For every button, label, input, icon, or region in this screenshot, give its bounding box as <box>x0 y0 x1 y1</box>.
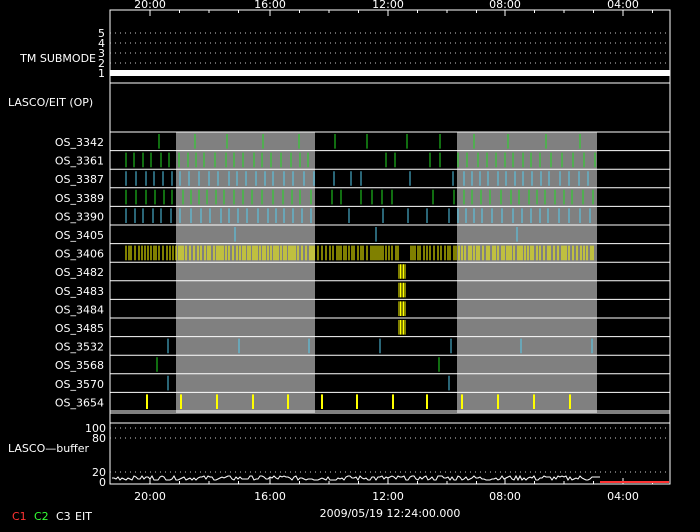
plot-frame <box>109 9 671 485</box>
shaded-interval-1 <box>457 132 597 413</box>
row-label-OS_3484: OS_3484 <box>55 303 104 316</box>
top-time-axis: 20:00 16:00 12:00 08:00 04:00 <box>134 0 653 16</box>
row-label-OS_3389: OS_3389 <box>55 192 104 205</box>
legend-eit: EIT <box>75 510 92 523</box>
bottom-tick-label-4: 04:00 <box>607 490 639 503</box>
shaded-intervals <box>176 132 597 413</box>
top-tick-label-1: 16:00 <box>254 0 286 11</box>
tm-submode-label: TM SUBMODE <box>19 52 96 65</box>
top-tick-label-2: 12:00 <box>372 0 404 11</box>
row-label-OS_3406: OS_3406 <box>55 248 104 261</box>
row-label-OS_3387: OS_3387 <box>55 173 104 186</box>
row-label-OS_3361: OS_3361 <box>55 155 104 168</box>
bottom-tick-label-2: 12:00 <box>372 490 404 503</box>
row-label-OS_3390: OS_3390 <box>55 210 104 223</box>
buffer-tick-label-80: 80 <box>92 432 106 445</box>
legend-c1: C1 <box>12 510 27 523</box>
buffer-tick-label-20: 20 <box>92 466 106 479</box>
lasco-section-label: LASCO/EIT (OP) <box>8 96 93 109</box>
row-label-OS_3485: OS_3485 <box>55 322 104 335</box>
row-label-OS_3570: OS_3570 <box>55 378 104 391</box>
submode-level-1: 1 <box>98 67 105 80</box>
buffer-tick-label-0: 0 <box>99 476 106 489</box>
instrument-rows: OS_3342 OS_3361 OS_3387 OS_3389 OS_3390 OS_34… <box>55 134 670 412</box>
row-label-OS_3568: OS_3568 <box>55 359 104 372</box>
submode-level-4: 4 <box>98 37 105 50</box>
row-label-OS_3342: OS_3342 <box>55 136 104 149</box>
submode-level-2: 2 <box>98 57 105 70</box>
buffer-tick-label-100: 100 <box>85 422 106 435</box>
top-tick-label-0: 20:00 <box>134 0 166 11</box>
top-tick-label-4: 04:00 <box>607 0 639 11</box>
buffer-trace <box>112 474 600 482</box>
bottom-tick-label-3: 08:00 <box>489 490 521 503</box>
lasco-buffer-label: LASCO—buffer <box>8 442 90 455</box>
row-label-OS_3532: OS_3532 <box>55 341 104 354</box>
submode-level-5: 5 <box>98 27 105 40</box>
timestamp-label: 2009/05/19 12:24:00.000 <box>320 507 461 520</box>
top-tick-label-3: 08:00 <box>489 0 521 11</box>
legend-c2: C2 <box>34 510 49 523</box>
row-label-OS_3483: OS_3483 <box>55 285 104 298</box>
bottom-tick-label-1: 16:00 <box>254 490 286 503</box>
plot-border <box>109 9 671 485</box>
bottom-time-axis: 20:00 16:00 12:00 08:00 04:00 <box>134 478 653 503</box>
bottom-tick-label-0: 20:00 <box>134 490 166 503</box>
row-label-OS_3654: OS_3654 <box>55 396 104 409</box>
legend: C1 C2 C3 EIT <box>12 510 92 523</box>
row-label-OS_3405: OS_3405 <box>55 229 104 242</box>
row-label-OS_3482: OS_3482 <box>55 266 104 279</box>
legend-c3: C3 <box>56 510 71 523</box>
submode-bar <box>110 70 670 76</box>
submode-level-3: 3 <box>98 47 105 60</box>
